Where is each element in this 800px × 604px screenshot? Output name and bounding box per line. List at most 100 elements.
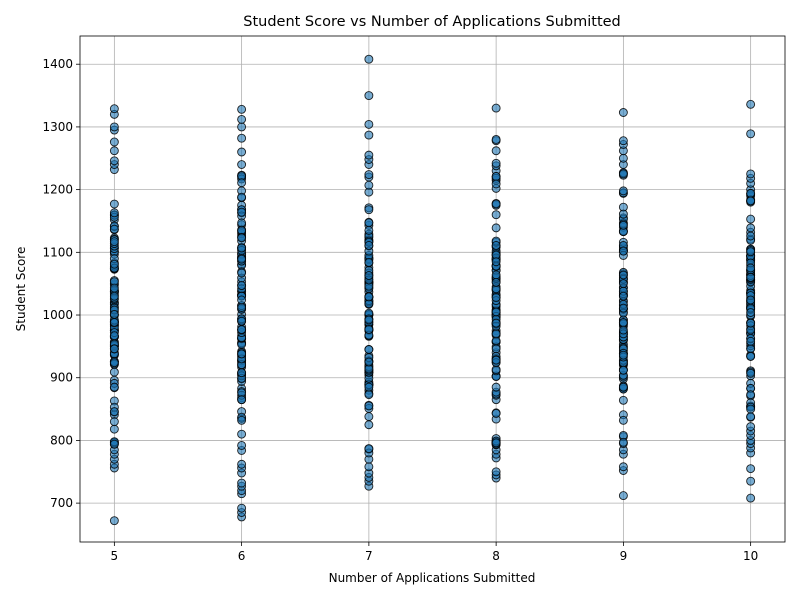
data-point [364, 412, 374, 422]
x-tick-label: 7 [365, 549, 373, 563]
data-point [109, 358, 119, 368]
data-point [364, 130, 374, 140]
chart-title: Student Score vs Number of Applications … [243, 14, 621, 30]
data-point [746, 263, 756, 273]
data-point [618, 108, 628, 117]
data-point [746, 464, 756, 474]
y-tick-label: 700 [50, 496, 73, 510]
data-point [237, 478, 247, 488]
data-point [109, 344, 119, 354]
data-point [237, 104, 247, 114]
data-point [746, 476, 756, 486]
data-point [109, 146, 119, 156]
data-point [109, 331, 119, 341]
data-point [109, 104, 119, 114]
data-point [364, 315, 374, 325]
data-point [364, 91, 374, 101]
data-point [364, 225, 374, 235]
data-point [364, 390, 374, 400]
data-point [364, 180, 374, 190]
x-axis-label: Number of Applications Submitted [329, 571, 536, 585]
y-tick-label: 1200 [42, 183, 73, 197]
data-point [237, 147, 247, 157]
data-point [364, 205, 374, 215]
data-point [618, 365, 628, 375]
data-point [746, 231, 756, 241]
data-point [491, 158, 501, 168]
data-point [746, 223, 756, 233]
y-tick-label: 1400 [42, 57, 73, 71]
data-point [746, 196, 756, 206]
data-point [491, 355, 501, 365]
data-point [364, 170, 374, 180]
data-point [618, 169, 628, 179]
data-point [364, 119, 374, 129]
x-tick-label: 10 [743, 549, 758, 563]
data-point [491, 277, 501, 287]
data-point [364, 462, 374, 472]
data-point [491, 103, 501, 113]
data-point [746, 390, 756, 400]
data-point [364, 218, 374, 228]
data-point [746, 129, 756, 139]
data-point [491, 382, 501, 392]
data-point [746, 368, 756, 378]
data-point [618, 437, 628, 447]
x-axis-ticks: 5 6 7 8 9 10 [111, 542, 758, 563]
data-point [237, 415, 247, 425]
data-point [618, 395, 628, 405]
y-tick-label: 800 [50, 433, 73, 447]
data-point [237, 268, 247, 278]
data-point [746, 318, 756, 328]
data-point [237, 395, 247, 405]
data-point [618, 246, 628, 256]
x-tick-label: 5 [111, 549, 119, 563]
data-point [618, 291, 628, 301]
x-tick-label: 9 [620, 549, 628, 563]
data-point [491, 199, 501, 209]
data-point [364, 382, 374, 392]
data-point [746, 214, 756, 224]
data-point [618, 209, 628, 219]
data-point [364, 271, 374, 280]
data-point [618, 153, 628, 163]
plot-frame [79, 35, 786, 543]
y-tick-label: 1300 [42, 120, 73, 134]
data-point [618, 136, 628, 146]
data-point [618, 382, 628, 392]
data-point [618, 279, 628, 289]
data-point [491, 210, 501, 220]
data-point [618, 491, 628, 501]
data-point [109, 237, 119, 247]
data-point [746, 99, 756, 109]
data-point [237, 122, 247, 132]
x-tick-label: 8 [492, 549, 500, 563]
data-point [364, 345, 374, 354]
data-point [364, 401, 374, 411]
data-point [618, 220, 628, 230]
data-point [746, 422, 756, 432]
data-point [109, 122, 119, 132]
data-point [109, 137, 119, 147]
data-point [237, 324, 247, 334]
data-point [237, 207, 247, 217]
data-point [746, 188, 756, 198]
data-points [109, 54, 756, 526]
data-point [491, 257, 501, 267]
data-point [364, 357, 374, 367]
data-point [364, 150, 374, 160]
data-point [364, 257, 374, 267]
data-point [109, 424, 119, 434]
data-point [109, 224, 119, 234]
data-point [491, 172, 501, 181]
data-point [109, 367, 119, 377]
data-point [109, 309, 119, 319]
data-point [109, 208, 119, 218]
data-point [237, 133, 247, 143]
data-point [491, 344, 501, 354]
data-point [491, 293, 501, 302]
data-point [237, 349, 247, 359]
data-point [109, 407, 119, 417]
data-point [237, 429, 247, 439]
